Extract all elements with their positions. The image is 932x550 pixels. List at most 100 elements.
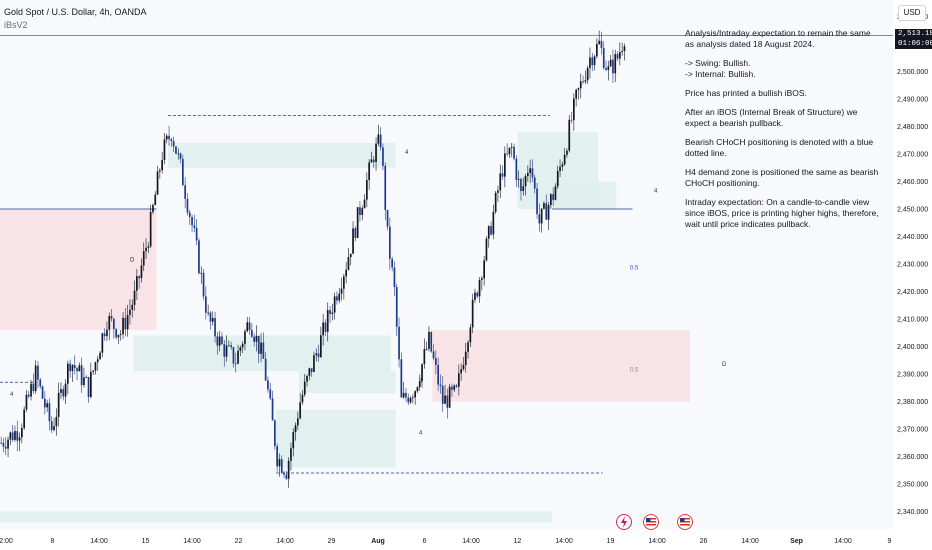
candle-body [308,368,311,376]
candle-body [50,421,53,431]
candle-body [313,355,315,372]
candle-body [619,52,621,59]
y-tick-label: 2,420.000 [897,289,928,296]
candle-body [228,345,230,347]
candle-body [324,322,327,332]
x-tick-label: 8 [51,538,55,545]
candle-body [18,437,21,441]
candle-body [591,57,594,66]
candle-body [582,81,584,83]
candle-body [106,329,108,337]
candle-body [533,177,536,189]
candle-body [280,459,283,473]
candle-body [600,40,603,49]
demand-zone [0,511,552,523]
candle-body [432,351,435,359]
candle-body [414,391,416,398]
y-tick-label: 2,460.000 [897,179,928,186]
candle-body [566,150,568,155]
lightning-event-icon[interactable] [616,514,632,530]
candle-body [340,288,343,294]
candle-body [547,205,550,220]
candle-body [536,188,538,215]
zone-label: 0.5 [630,367,639,373]
candle-body [271,398,274,421]
currency-button[interactable]: USD [898,5,926,21]
candle-body [598,40,600,45]
zone-label: 4 [654,189,658,195]
candle-body [244,331,246,344]
demand-zone [133,335,391,372]
candle-body [221,336,223,345]
candle-body [593,56,596,66]
candle-body [90,371,92,397]
y-tick-label: 2,450.000 [897,207,928,214]
candle-body [257,335,260,354]
candle-body [543,203,545,209]
candle-body [147,246,150,248]
candle-body [170,139,173,142]
candle-body [69,363,71,372]
note-paragraph: Price has printed a bullish iBOS. [685,88,807,98]
candle-body [612,59,614,74]
candle-body [99,352,101,360]
indicator-name[interactable]: iBsV2 [4,20,28,30]
candle-body [386,209,389,227]
candle-body [48,403,51,422]
us-flag-event-icon[interactable] [643,514,659,530]
candle-body [545,203,548,220]
candle-body [274,420,276,447]
y-tick-label: 2,470.000 [897,152,928,159]
candle-body [517,178,520,180]
candle-body [554,186,557,200]
candle-body [425,348,428,350]
candle-body [251,329,253,337]
candle-body [108,316,111,330]
candle-body [126,314,129,330]
candle-body [237,350,239,364]
candle-body [55,416,58,427]
candle-body [241,343,244,348]
note-paragraph: Intraday expectation: On a candle-to-can… [685,197,879,229]
last-price-value: 2,513.185 [898,30,932,39]
candle-body [474,292,476,300]
candle-body [596,44,598,57]
candle-body [294,425,297,433]
candle-body [299,402,301,419]
demand-zone [167,143,396,168]
candle-body [391,258,393,268]
candle-body [602,48,605,69]
candle-body [370,159,373,163]
candle-body [467,342,469,352]
candle-body [423,349,426,365]
candle-body [349,253,352,258]
candle-body [205,296,207,313]
candle-body [209,312,212,322]
us-flag-event-icon[interactable] [677,514,693,530]
candle-body [499,173,502,191]
candle-body [225,345,228,357]
x-tick-label: 2:00 [0,538,13,545]
zone-label: D [722,362,727,368]
candle-body [400,359,403,398]
candle-body [501,173,504,177]
candle-body [179,153,182,159]
candle-body [27,394,30,397]
x-tick-label: 29 [328,538,336,545]
candle-body [290,448,292,461]
candle-body [481,278,483,280]
candle-body [616,54,619,59]
candle-body [119,334,122,335]
candle-body [494,192,497,212]
candle-body [161,159,163,171]
candle-body [485,238,488,261]
candle-body [372,159,375,163]
candle-body [331,312,334,315]
candle-body [67,363,69,384]
candle-body [122,317,124,335]
candle-body [462,365,465,370]
candle-body [538,214,541,224]
candle-body [9,432,12,440]
candle-body [563,154,566,165]
